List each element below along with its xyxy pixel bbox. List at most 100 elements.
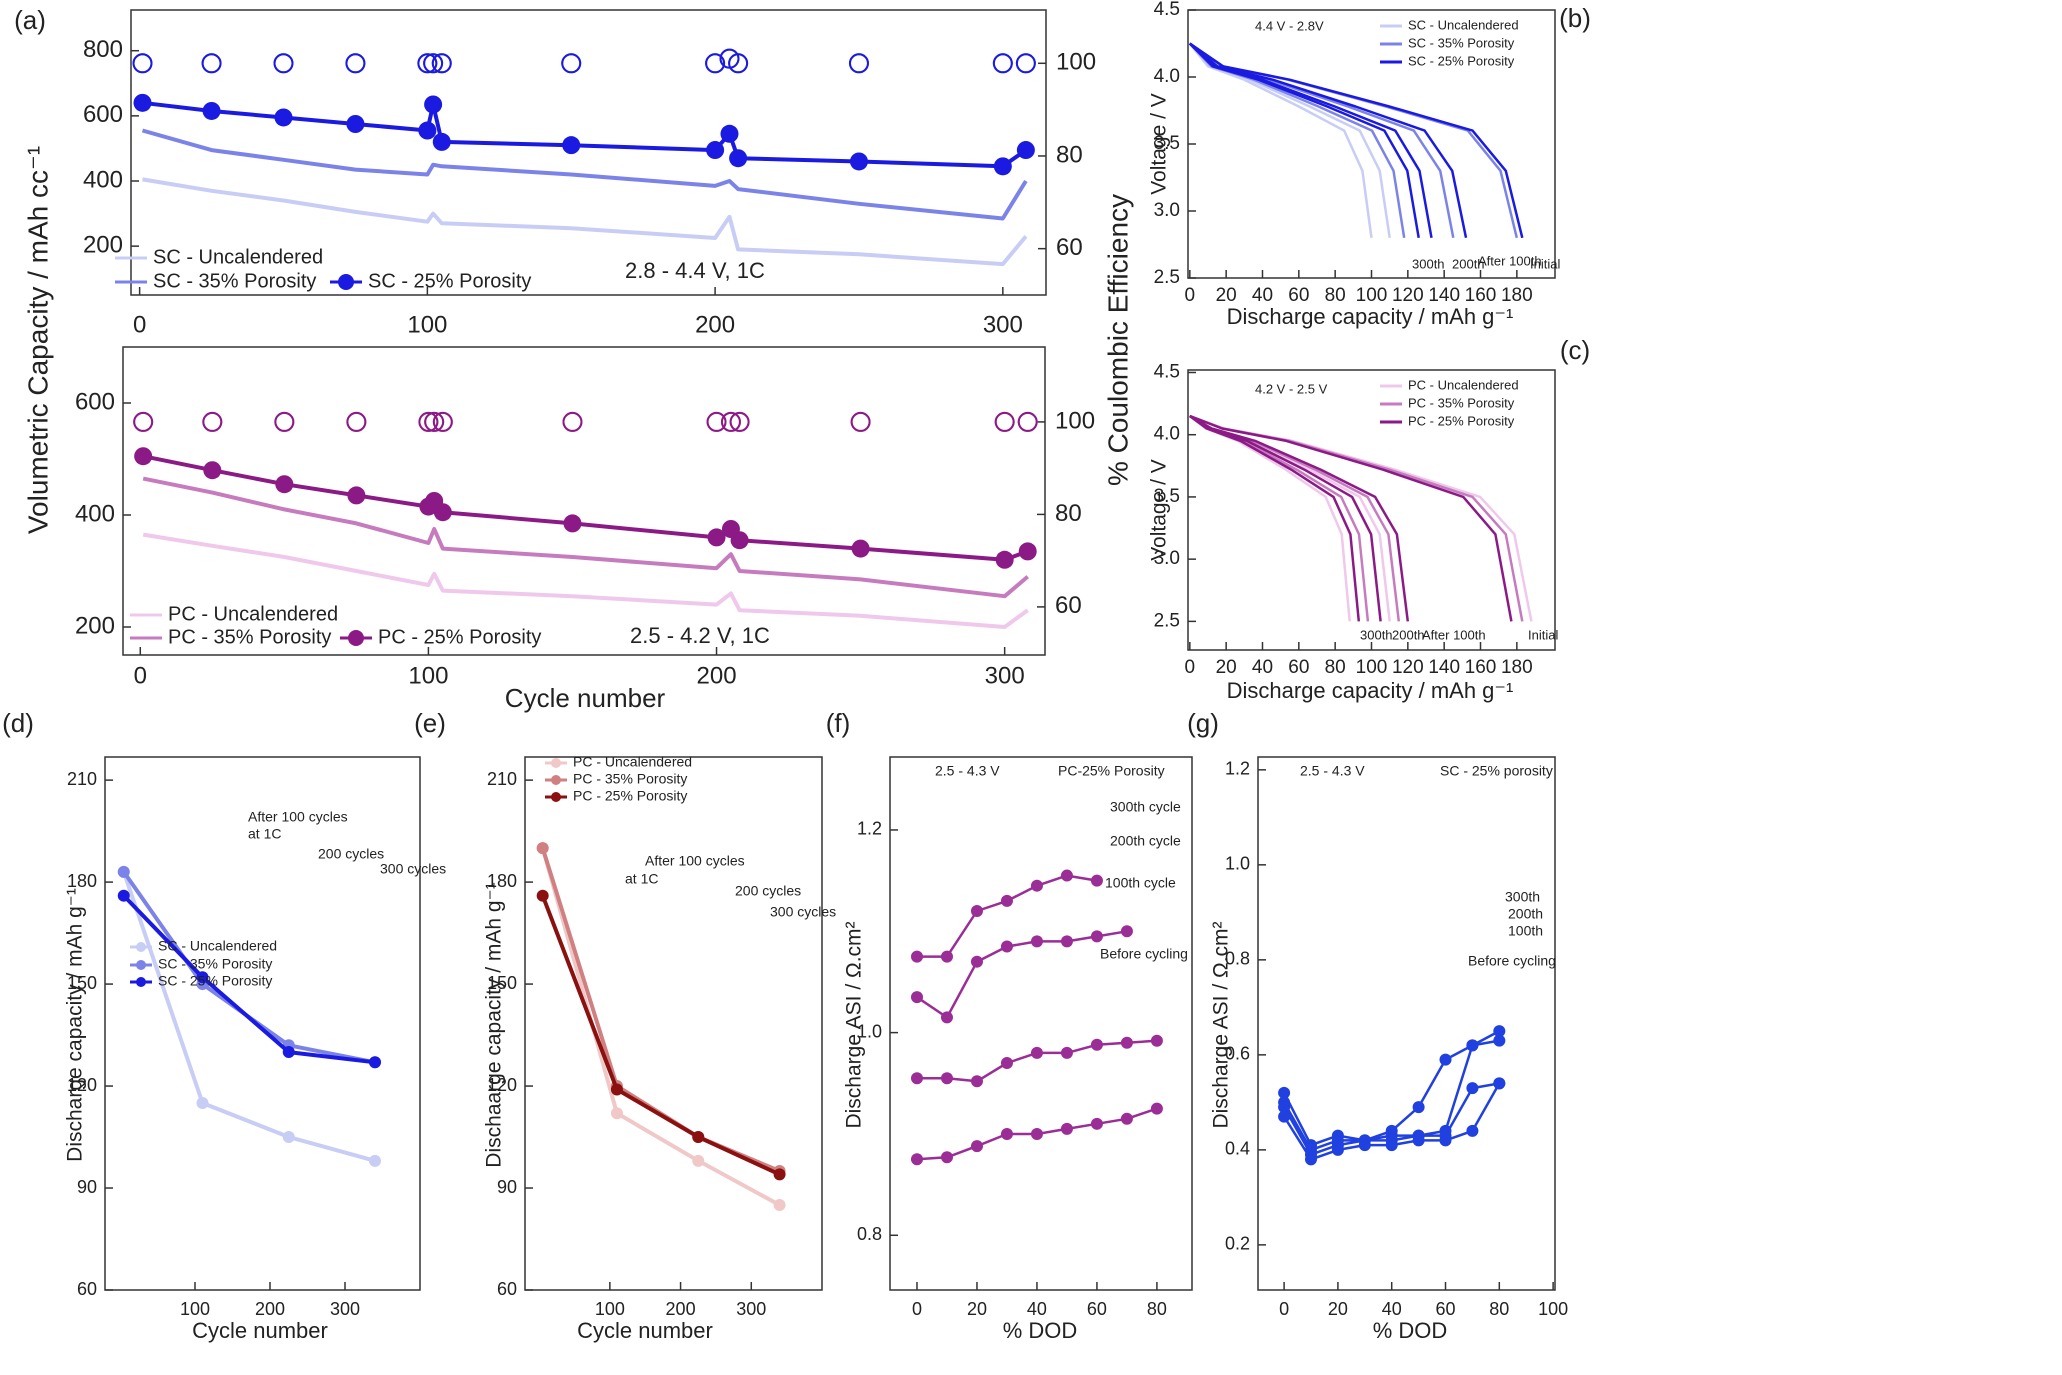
x-tick-label: 60 (1087, 1299, 1107, 1319)
x-tick-label: 160 (1465, 657, 1497, 678)
data-point (940, 1072, 953, 1085)
x-tick-label: 60 (1435, 1299, 1455, 1319)
ce-point (345, 53, 366, 74)
x-tick-label: 40 (1252, 285, 1273, 306)
series-line (142, 454, 1029, 562)
y-tick-label: 0.2 (1225, 1234, 1250, 1254)
data-point (117, 889, 130, 902)
data-point (730, 531, 749, 550)
x-tick-label: 200 (666, 1299, 696, 1319)
data-point (1466, 1039, 1479, 1052)
data-point (970, 1075, 983, 1088)
y-tick-label: 0.8 (857, 1224, 882, 1244)
legend-label: PC - 35% Porosity (573, 771, 687, 787)
x-tick-label: 60 (1288, 285, 1309, 306)
data-point (202, 101, 221, 120)
annotation: 300 cycles (770, 904, 836, 920)
annotation: Initial (1530, 256, 1560, 271)
data-point (563, 514, 582, 533)
annotation: After 100th (1478, 253, 1542, 268)
data-point (1278, 1101, 1291, 1114)
data-point (940, 1151, 953, 1164)
annotation: 300 cycles (380, 861, 446, 877)
data-point (1493, 1034, 1506, 1047)
series-line (142, 532, 1029, 629)
annotation: After 100th (1422, 627, 1486, 642)
data-point (910, 950, 923, 963)
x-tick-label: 100 (595, 1299, 625, 1319)
series-label: 200th cycle (1110, 833, 1181, 849)
y-tick-label: 60 (77, 1279, 97, 1299)
y-tick-label: 1.0 (857, 1021, 882, 1041)
data-point (432, 132, 451, 151)
data-point (1412, 1101, 1425, 1114)
legend-label: SC - Uncalendered (158, 938, 277, 954)
series-line (141, 128, 1028, 221)
data-point (1018, 542, 1037, 561)
y-tick-label: 1.0 (1225, 854, 1250, 874)
series-label: 100th cycle (1105, 875, 1176, 891)
discharge-curve (1189, 414, 1361, 622)
legend-marker (136, 942, 146, 952)
data-point (1090, 1038, 1103, 1051)
data-point (692, 1154, 705, 1167)
ce-point (132, 53, 153, 74)
legend-label: SC - 25% Porosity (158, 973, 272, 989)
data-point (1439, 1134, 1452, 1147)
legend-label: SC - Uncalendered (1408, 17, 1519, 32)
data-point (707, 528, 726, 547)
series-label: Before cycling (1100, 946, 1188, 962)
y-tick-label: 180 (487, 871, 517, 891)
y-tick-label: 800 (83, 36, 123, 63)
y-tick-label: 150 (67, 973, 97, 993)
y2-axis-label: % Coulombic Efficiency (1102, 194, 1133, 486)
x-tick-label: 180 (1501, 285, 1533, 306)
x-axis-label: Discharge capacity / mAh g⁻¹ (1227, 678, 1514, 703)
data-point (1466, 1124, 1479, 1137)
data-point (1466, 1082, 1479, 1095)
series-label: 200th (1508, 906, 1543, 922)
ce-point (417, 53, 438, 74)
data-point (1493, 1077, 1506, 1090)
ce-point (728, 53, 749, 74)
data-point (562, 136, 581, 155)
annotation: 4.2 V - 2.5 V (1255, 381, 1328, 396)
x-tick-label: 80 (1147, 1299, 1167, 1319)
y-tick-label: 3.0 (1154, 200, 1180, 221)
data-point (610, 1107, 623, 1120)
data-point (1090, 874, 1103, 887)
y-tick-label: 4.0 (1154, 424, 1180, 445)
y2-tick-label: 60 (1055, 592, 1082, 619)
annotation: 200th (1392, 627, 1425, 642)
data-point (1358, 1139, 1371, 1152)
panel-label: (g) (1187, 708, 1219, 738)
y-tick-label: 90 (497, 1177, 517, 1197)
y-tick-label: 120 (67, 1075, 97, 1095)
plot-frame (104, 756, 421, 1291)
discharge-curve (1188, 42, 1420, 239)
data-point (1385, 1139, 1398, 1152)
data-point (970, 1140, 983, 1153)
legend-marker (136, 977, 146, 987)
ce-point (202, 411, 223, 432)
ce-point (561, 53, 582, 74)
y-tick-label: 3.5 (1154, 486, 1180, 507)
y-tick-label: 4.5 (1154, 362, 1180, 383)
discharge-curve (1189, 414, 1513, 622)
plot-frame (524, 756, 823, 1291)
x-tick-label: 160 (1465, 285, 1497, 306)
x-axis-label: Cycle number (505, 683, 666, 713)
x-tick-label: 0 (1185, 285, 1196, 306)
data-point (1493, 1025, 1506, 1038)
data-point (910, 991, 923, 1004)
legend-label: SC - 25% Porosity (1408, 53, 1515, 68)
data-point (610, 1083, 623, 1096)
y2-tick-label: 60 (1056, 234, 1083, 261)
x-tick-label: 40 (1382, 1299, 1402, 1319)
data-point (993, 157, 1012, 176)
y-tick-label: 150 (487, 973, 517, 993)
data-point (1030, 935, 1043, 948)
data-point (1060, 869, 1073, 882)
data-point (773, 1168, 786, 1181)
